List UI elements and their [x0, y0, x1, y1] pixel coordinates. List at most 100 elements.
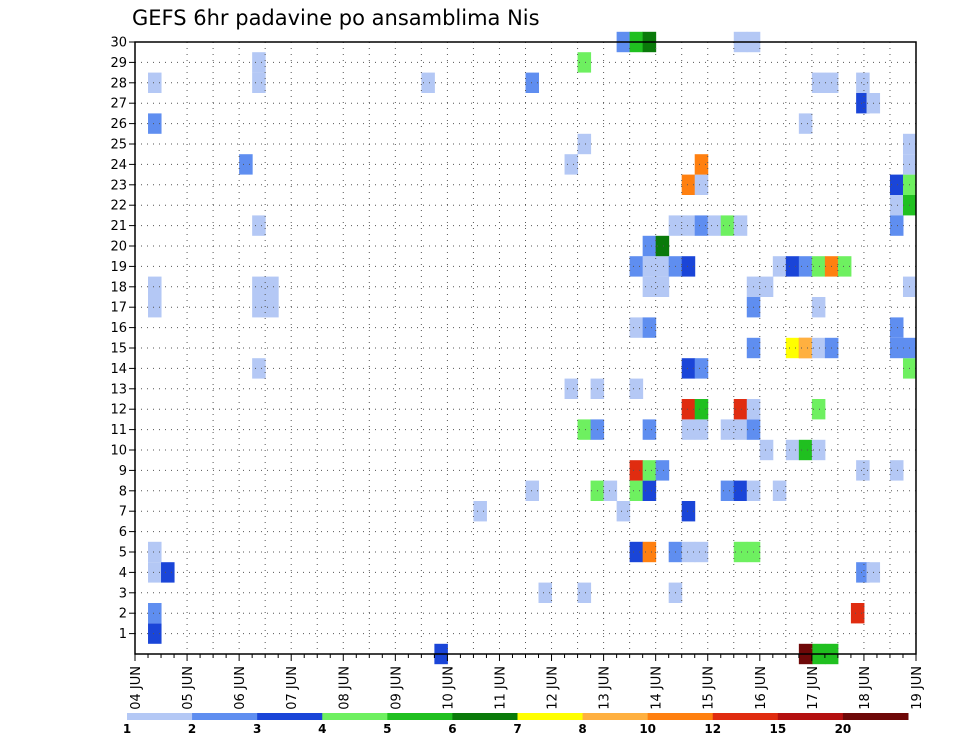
heatmap-cell [733, 480, 748, 501]
heatmap-cell [694, 541, 709, 563]
heatmap-cell [811, 337, 826, 359]
cells-layer [148, 31, 917, 665]
y-tick-label: 19 [110, 260, 127, 275]
heatmap-cell [642, 276, 657, 297]
heatmap-cell [265, 276, 279, 297]
heatmap-cell [694, 215, 709, 236]
x-tick-label: 06 JUN [233, 666, 248, 710]
heatmap-cell [694, 399, 709, 420]
colorbar-label: 4 [318, 722, 326, 736]
y-tick-label: 18 [110, 280, 127, 295]
y-tick-label: 10 [110, 444, 127, 459]
heatmap-cell [694, 358, 709, 379]
heatmap-cell [694, 154, 709, 175]
heatmap-cell [148, 603, 162, 624]
heatmap-cell [785, 256, 800, 277]
heatmap-cell [642, 235, 657, 257]
colorbar-label: 7 [513, 722, 521, 736]
y-tick-label: 2 [119, 607, 127, 622]
heatmap-cell [759, 439, 774, 461]
heatmap-cell [642, 460, 657, 481]
heatmap-cell [148, 541, 162, 563]
heatmap-cell [681, 399, 696, 420]
heatmap-cell [252, 297, 266, 318]
y-tick-label: 25 [110, 138, 127, 153]
heatmap-cell [642, 317, 657, 338]
grid-layer [135, 42, 916, 654]
x-tick-label: 16 JUN [754, 666, 769, 710]
heatmap-cell [265, 297, 279, 318]
colorbar-segment [777, 713, 844, 720]
heatmap-cell [577, 52, 592, 73]
x-tick-label: 19 JUN [910, 666, 925, 710]
y-tick-label: 7 [119, 505, 127, 520]
heatmap-cell [148, 562, 162, 583]
heatmap-cell [889, 174, 904, 195]
heatmap-cell [681, 215, 696, 236]
y-tick-label: 14 [110, 362, 127, 377]
y-tick-label: 16 [110, 321, 127, 336]
colorbar-segment [387, 713, 453, 720]
colorbar-label: 12 [704, 722, 721, 736]
heatmap-cell [733, 541, 748, 563]
heatmap-cell [538, 582, 553, 603]
x-tick-label: 11 JUN [493, 666, 508, 710]
heatmap-cell [772, 256, 787, 277]
heatmap-cell [603, 480, 618, 501]
heatmap-cell [642, 541, 657, 563]
heatmap-cell [681, 501, 696, 522]
heatmap-cell [889, 195, 904, 216]
x-tick-label: 08 JUN [337, 666, 352, 710]
y-tick-label: 29 [110, 56, 127, 71]
colorbar-label: 2 [188, 722, 196, 736]
heatmap-cell [642, 419, 657, 440]
x-tick-label: 15 JUN [702, 666, 717, 710]
heatmap-cell [681, 256, 696, 277]
heatmap-cell [148, 276, 162, 297]
heatmap-cell [681, 174, 696, 195]
heatmap-cell [473, 501, 487, 522]
heatmap-cell [148, 72, 162, 93]
x-tick-label: 18 JUN [858, 666, 873, 710]
heatmap-cell [733, 399, 748, 420]
heatmap-cell [798, 439, 813, 461]
heatmap-cell [720, 480, 735, 501]
y-tick-label: 30 [110, 36, 127, 51]
heatmap-cell [239, 154, 253, 175]
y-tick-label: 4 [119, 566, 127, 581]
heatmap-cell [655, 276, 670, 297]
heatmap-cell [733, 215, 748, 236]
y-tick-label: 3 [119, 586, 127, 601]
colorbar-label: 6 [448, 722, 456, 736]
heatmap-cell [856, 562, 870, 583]
heatmap-cell [629, 541, 644, 563]
x-tick-label: 10 JUN [441, 666, 456, 710]
heatmap-cell [889, 215, 904, 236]
heatmap-cell [564, 154, 579, 175]
heatmap-cell [577, 133, 592, 155]
heatmap-cell [785, 337, 800, 359]
x-tick-label: 12 JUN [546, 666, 561, 710]
heatmap-cell [720, 419, 735, 440]
colorbar-segment [192, 713, 258, 720]
heatmap-cell [798, 113, 813, 134]
y-axis: 1234567891011121314151617181920212223242… [110, 36, 135, 642]
heatmap-cell [577, 582, 592, 603]
colorbar-label: 15 [769, 722, 786, 736]
colorbar-label: 1 [123, 722, 131, 736]
y-tick-label: 21 [110, 219, 127, 234]
x-axis: 04 JUN 05 JUN 06 JUN 07 JUN 08 JUN 09 JUN 10 J… [129, 654, 925, 710]
colorbar-label: 5 [383, 722, 391, 736]
y-tick-label: 5 [119, 546, 127, 561]
heatmap-cell [798, 256, 813, 277]
heatmap-cell [681, 419, 696, 440]
heatmap-cell [811, 297, 826, 318]
y-tick-label: 9 [119, 464, 127, 479]
y-tick-label: 6 [119, 525, 127, 540]
heatmap-cell [642, 480, 657, 501]
y-tick-label: 1 [119, 627, 127, 642]
colorbar-segment [647, 713, 714, 720]
y-tick-label: 24 [110, 158, 127, 173]
heatmap-cell [148, 623, 162, 644]
